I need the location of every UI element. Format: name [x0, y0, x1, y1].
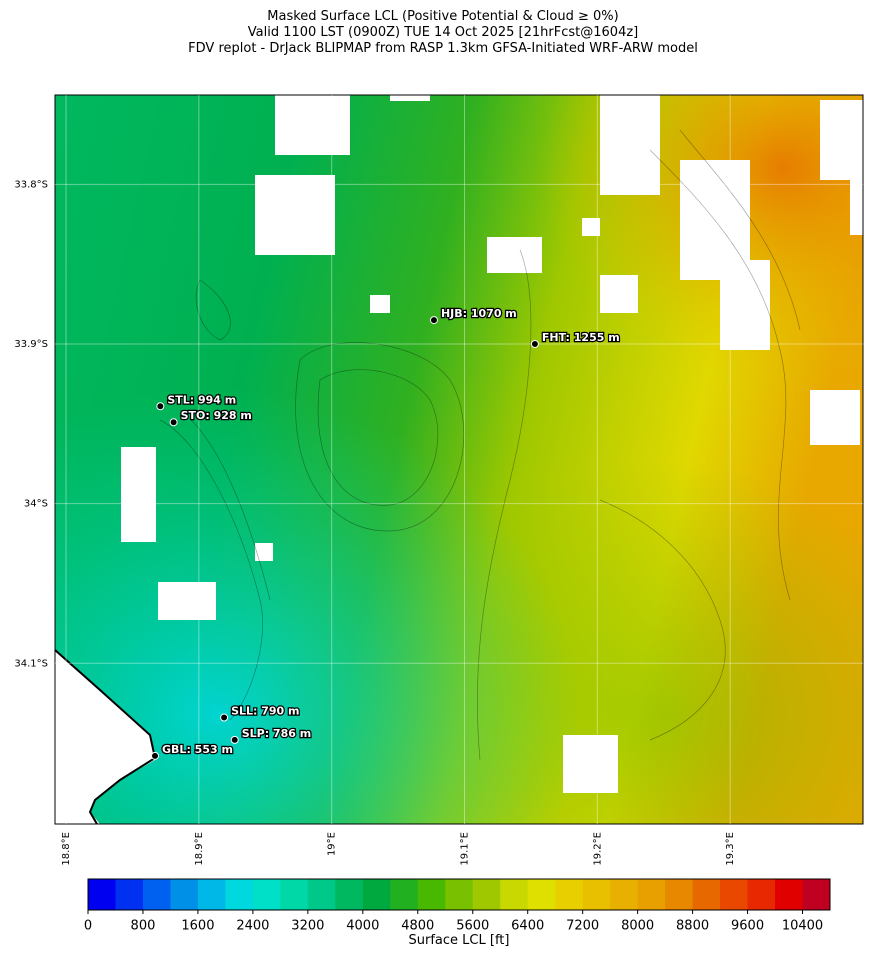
- x-tick-label: 19.2°E: [592, 832, 603, 866]
- colorbar-bin: [665, 879, 694, 910]
- colorbar-tick-label: 4000: [346, 919, 379, 934]
- title-line: Valid 1100 LST (0900Z) TUE 14 Oct 2025 […: [248, 25, 638, 40]
- y-tick-label: 34°S: [24, 499, 48, 510]
- colorbar-bin: [252, 879, 281, 910]
- map-raster: [55, 95, 863, 824]
- station-marker: [156, 402, 165, 411]
- colorbar-frame: [87, 878, 831, 911]
- map-frame: [54, 94, 864, 825]
- x-tick-label: 18.9°E: [194, 832, 205, 866]
- colorbar-bin: [417, 879, 446, 910]
- y-tick-label: 34.1°S: [14, 658, 48, 669]
- colorbar-tick-label: 4800: [401, 919, 434, 934]
- station-marker: [429, 316, 438, 325]
- colorbar-bin: [115, 879, 144, 910]
- colorbar-bin: [197, 879, 226, 910]
- colorbar-bin: [472, 879, 501, 910]
- colorbar-tick-label: 9600: [731, 919, 764, 934]
- colorbar-bin: [582, 879, 611, 910]
- colorbar-tick-label: 0: [84, 919, 92, 934]
- colorbar-tick-label: 8000: [621, 919, 654, 934]
- x-tick-label: 19°E: [327, 832, 338, 856]
- colorbar-bin: [445, 879, 474, 910]
- station-label: SLL: 790 m: [231, 705, 299, 718]
- colorbar-tick-label: 2400: [236, 919, 269, 934]
- colorbar-bin: [775, 879, 804, 910]
- x-tick-label: 19.3°E: [725, 832, 736, 866]
- colorbar-bin: [747, 879, 776, 910]
- colorbar-tick-label: 10400: [782, 919, 823, 934]
- colorbar-bin: [88, 879, 116, 910]
- colorbar-tick-label: 6400: [511, 919, 544, 934]
- station-marker: [151, 751, 160, 760]
- colorbar-bin: [802, 879, 831, 910]
- colorbar-tick-label: 8800: [676, 919, 709, 934]
- station-label: FHT: 1255 m: [542, 331, 620, 344]
- colorbar-bin: [610, 879, 639, 910]
- colorbar-bin: [225, 879, 254, 910]
- colorbar-bin: [500, 879, 529, 910]
- colorbar-tick-label: 5600: [456, 919, 489, 934]
- colorbar-bin: [555, 879, 584, 910]
- x-tick-label: 18.8°E: [61, 832, 72, 866]
- colorbar-bin: [692, 879, 721, 910]
- colorbar-bin: [720, 879, 749, 910]
- colorbar-tick-label: 7200: [566, 919, 599, 934]
- title-line: FDV replot - DrJack BLIPMAP from RASP 1.…: [188, 41, 698, 56]
- colorbar-tick-label: 3200: [291, 919, 324, 934]
- colorbar-bin: [637, 879, 666, 910]
- colorbar-bin: [390, 879, 419, 910]
- colorbar-tick-label: 1600: [181, 919, 214, 934]
- colorbar-bin: [142, 879, 171, 910]
- station-label: HJB: 1070 m: [441, 307, 517, 320]
- colorbar-bin: [170, 879, 199, 910]
- colorbar-bin: [335, 879, 364, 910]
- station-label: STO: 928 m: [181, 409, 252, 422]
- colorbar-tick-label: 800: [131, 919, 156, 934]
- x-tick-label: 19.1°E: [460, 832, 471, 866]
- station-label: SLP: 786 m: [242, 727, 311, 740]
- station-label: STL: 994 m: [167, 393, 236, 406]
- station-marker: [220, 713, 229, 722]
- station-label: GBL: 553 m: [162, 743, 233, 756]
- title-line: Masked Surface LCL (Positive Potential &…: [267, 9, 618, 24]
- colorbar-label: Surface LCL [ft]: [409, 933, 510, 948]
- station-marker: [530, 340, 539, 349]
- colorbar-bin: [527, 879, 556, 910]
- colorbar-bin: [280, 879, 309, 910]
- station-marker: [230, 735, 239, 744]
- y-tick-label: 33.9°S: [14, 339, 48, 350]
- colorbar-bin: [362, 879, 391, 910]
- colorbar-bin: [307, 879, 336, 910]
- y-tick-label: 33.8°S: [14, 179, 48, 190]
- station-marker: [169, 418, 178, 427]
